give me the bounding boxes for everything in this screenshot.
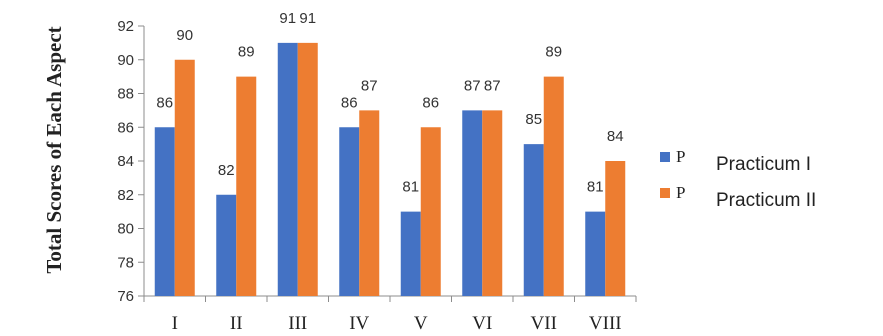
y-tick-label: 88 [117,86,134,103]
data-label: 86 [422,94,439,111]
x-tick-label: I [172,313,178,334]
y-tick-label: 82 [117,187,134,204]
y-tick-label: 76 [117,288,134,305]
data-label: 87 [464,77,481,94]
legend-label: Practicum II [716,190,816,211]
legend-label: Practicum I [716,154,811,175]
y-tick-label: 86 [117,119,134,136]
y-axis: 76 78 80 82 84 86 88 90 92 [117,18,145,305]
bar-series-1-VIII [585,211,606,296]
x-tick-label: V [414,313,428,334]
bar-series-2-VII [543,76,564,296]
legend-swatch [660,188,670,198]
x-axis: I II III IV V VI VII VIII [143,295,637,334]
bar-series-2-I [174,59,195,296]
x-tick-label: VI [472,313,492,334]
bar-series-1-III [277,42,298,296]
bar-series-1-VII [523,144,544,296]
bar-series-1-VI [462,110,483,296]
y-tick-label: 84 [117,153,134,170]
y-tick-label: 80 [117,221,134,238]
data-label: 87 [361,77,378,94]
data-label: 84 [607,128,624,145]
data-label: 89 [238,44,255,61]
bar-series-2-VIII [605,161,626,296]
bar-series-2-V [420,127,441,296]
y-axis-label: Total Scores of Each Aspect [42,26,66,273]
x-tick-label: IV [349,313,369,334]
data-label: 85 [525,111,542,128]
legend-marker: P [676,147,685,166]
bar-series-1-I [154,127,175,296]
bar-series-2-II [236,76,257,296]
x-tick-label: II [230,313,243,334]
data-label: 82 [218,162,235,179]
bar-series-2-VI [482,110,503,296]
bar-series-1-IV [339,127,360,296]
legend-swatch [660,152,670,162]
bar-series-2-IV [359,110,380,296]
x-tick-label: III [288,313,307,334]
data-label: 81 [402,179,419,196]
y-tick-label: 92 [117,18,134,35]
legend-marker: P [676,183,685,202]
legend: P Practicum I P Practicum II [660,147,816,211]
bars-group [154,42,626,296]
y-tick-label: 90 [117,52,134,69]
x-tick-label: VIII [589,313,622,334]
x-tick-label: VII [531,313,557,334]
data-label: 91 [299,10,316,27]
data-label: 89 [545,44,562,61]
data-label: 81 [587,179,604,196]
data-label: 91 [279,10,296,27]
data-label: 87 [484,77,501,94]
data-label: 86 [156,94,173,111]
data-label: 90 [176,27,193,44]
bar-series-1-II [216,194,237,296]
y-tick-label: 78 [117,254,134,271]
data-label: 86 [341,94,358,111]
bar-series-1-V [400,211,421,296]
bar-series-2-III [297,42,318,296]
